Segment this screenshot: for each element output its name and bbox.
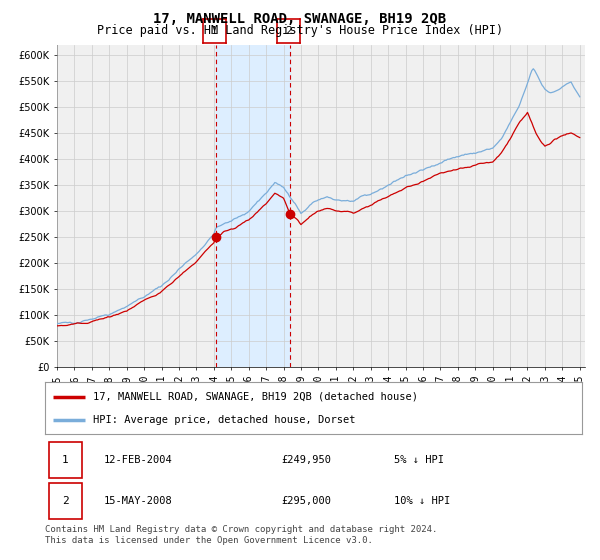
Text: 2: 2	[285, 26, 292, 36]
FancyBboxPatch shape	[49, 441, 82, 478]
Text: 2: 2	[62, 496, 69, 506]
Text: 17, MANWELL ROAD, SWANAGE, BH19 2QB: 17, MANWELL ROAD, SWANAGE, BH19 2QB	[154, 12, 446, 26]
FancyBboxPatch shape	[49, 483, 82, 520]
Text: 15-MAY-2008: 15-MAY-2008	[104, 496, 173, 506]
Text: 17, MANWELL ROAD, SWANAGE, BH19 2QB (detached house): 17, MANWELL ROAD, SWANAGE, BH19 2QB (det…	[94, 392, 418, 402]
Text: £249,950: £249,950	[281, 455, 331, 465]
Text: 1: 1	[62, 455, 69, 465]
Text: 1: 1	[211, 26, 217, 36]
Bar	[216, 45, 290, 367]
Text: Contains HM Land Registry data © Crown copyright and database right 2024.
This d: Contains HM Land Registry data © Crown c…	[45, 525, 437, 545]
Text: 12-FEB-2004: 12-FEB-2004	[104, 455, 173, 465]
Text: £295,000: £295,000	[281, 496, 331, 506]
Text: 5% ↓ HPI: 5% ↓ HPI	[394, 455, 444, 465]
Text: 10% ↓ HPI: 10% ↓ HPI	[394, 496, 450, 506]
Text: HPI: Average price, detached house, Dorset: HPI: Average price, detached house, Dors…	[94, 414, 356, 424]
Text: Price paid vs. HM Land Registry's House Price Index (HPI): Price paid vs. HM Land Registry's House …	[97, 24, 503, 37]
